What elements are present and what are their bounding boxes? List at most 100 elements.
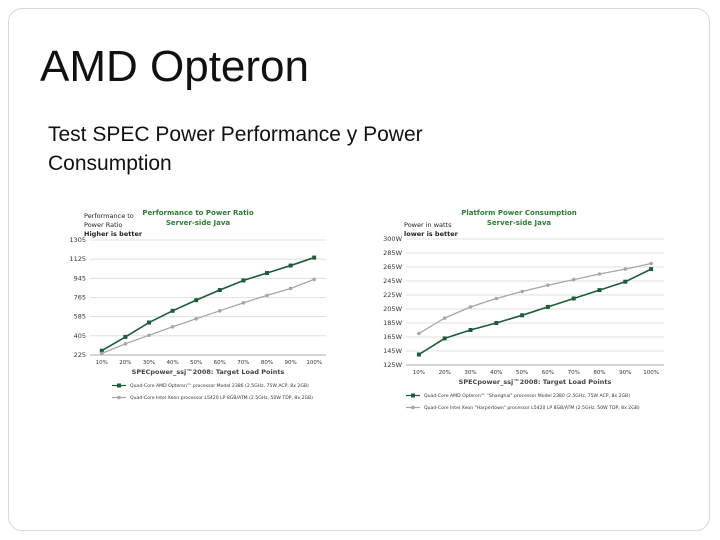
data-point-square [265, 271, 269, 276]
data-point-square [649, 267, 654, 272]
chart-performance-to-power-ratio: Performance to Power Ratio Server-side Ja… [69, 209, 326, 401]
data-point-circle [597, 272, 602, 276]
data-point-circle [100, 351, 104, 356]
y-axis-label-line: Power Ratio [84, 221, 122, 229]
data-point-square [170, 308, 175, 313]
x-tick-label: 60% [542, 370, 554, 376]
data-point-square [241, 278, 246, 283]
data-point-circle [194, 316, 198, 321]
data-point-square [571, 296, 576, 301]
chart-subtitle: Server-side Java [487, 219, 552, 227]
data-point-square [416, 352, 421, 357]
y-tick-label: 765 [74, 294, 86, 302]
x-tick-label: 20% [119, 360, 131, 366]
data-point-square [468, 328, 473, 332]
data-point-square [147, 320, 151, 325]
x-axis-title: SPECpower_ssj™2008: Target Load Points [132, 368, 285, 376]
data-point-circle [571, 277, 576, 282]
data-point-circle [123, 342, 128, 346]
x-tick-label: 30% [143, 360, 155, 366]
y-tick-label: 1125 [69, 255, 86, 263]
data-point-circle [241, 301, 246, 305]
y-axis-label-line: lower is better [404, 230, 459, 238]
y-tick-label: 265W [383, 263, 402, 271]
chart-title: Performance to Power Ratio [142, 209, 253, 217]
legend-label: Quad-Core Intel Xeon "Harpertown" proces… [424, 405, 640, 411]
y-tick-label: 405 [74, 332, 86, 340]
chart-title: Platform Power Consumption [461, 209, 577, 217]
legend-marker-square [117, 383, 121, 388]
series-line [101, 278, 315, 355]
y-tick-label: 225 [74, 351, 86, 359]
slide-subtitle: Test SPEC Power Performance y Power Cons… [48, 123, 423, 175]
y-tick-label: 245W [383, 277, 402, 285]
data-point-square [597, 288, 602, 293]
x-tick-label: 70% [568, 370, 580, 376]
data-point-circle [623, 267, 628, 271]
legend-label: Quad-Core AMD Opteron™ processor Model 2… [130, 383, 309, 389]
x-tick-label: 10% [413, 370, 425, 376]
data-point-square [545, 304, 550, 309]
y-tick-label: 300W [383, 235, 402, 243]
chart-subtitle: Server-side Java [166, 219, 231, 227]
y-tick-label: 225W [383, 291, 402, 299]
y-tick-label: 165W [383, 333, 402, 341]
slide-title: AMD Opteron [40, 42, 309, 91]
x-tick-label: 80% [593, 370, 605, 376]
data-point-circle [442, 316, 447, 320]
data-point-square [312, 255, 317, 260]
x-tick-label: 20% [439, 370, 451, 376]
x-tick-label: 40% [166, 360, 178, 366]
y-axis-label-line: Performance to [84, 212, 134, 220]
x-axis-title: SPECpower_ssj™2008: Target Load Points [459, 378, 612, 386]
data-point-circle [468, 305, 473, 309]
x-tick-label: 70% [237, 360, 249, 366]
data-point-square [520, 313, 525, 318]
legend-label: Quad-Core AMD Opteron™ "Shanghai" proces… [424, 393, 630, 399]
series-line [418, 268, 652, 356]
data-point-square [288, 263, 293, 268]
x-tick-label: 30% [464, 370, 476, 376]
data-point-square [442, 336, 447, 341]
x-tick-label: 10% [96, 360, 108, 366]
y-tick-label: 585 [74, 313, 86, 321]
x-tick-label: 50% [516, 370, 528, 376]
x-tick-label: 80% [261, 360, 273, 366]
y-tick-label: 145W [383, 347, 402, 355]
data-point-circle [170, 324, 175, 329]
x-tick-label: 100% [306, 360, 322, 366]
data-point-circle [265, 293, 269, 298]
data-point-circle [494, 296, 499, 301]
legend-marker-square [411, 393, 415, 398]
y-tick-label: 285W [383, 249, 402, 257]
x-tick-label: 90% [284, 360, 296, 366]
data-point-square [623, 279, 628, 284]
y-tick-label: 205W [383, 305, 402, 313]
data-point-square [123, 334, 128, 339]
y-tick-label: 125W [383, 361, 402, 369]
data-point-circle [288, 286, 293, 291]
x-tick-label: 100% [643, 370, 659, 376]
data-point-square [99, 348, 104, 353]
series-line [418, 262, 652, 335]
data-point-circle [312, 277, 316, 282]
data-point-circle [649, 261, 653, 266]
slide-frame [8, 8, 710, 531]
y-axis-label-line: Higher is better [84, 230, 143, 238]
data-point-circle [520, 289, 524, 294]
legend-label: Quad-Core Intel Xeon processor L5420 LP … [130, 395, 313, 401]
series-line [101, 256, 315, 352]
legend-marker-circle [117, 395, 121, 400]
y-tick-label: 185W [383, 319, 402, 327]
data-point-circle [417, 331, 421, 336]
data-point-circle [218, 309, 222, 313]
x-tick-label: 50% [190, 360, 202, 366]
data-point-square [194, 298, 199, 303]
y-tick-label: 1305 [69, 236, 86, 244]
data-point-square [494, 321, 499, 325]
x-tick-label: 40% [490, 370, 502, 376]
y-tick-label: 945 [74, 274, 86, 282]
legend-marker-circle [411, 405, 415, 410]
data-point-square [217, 288, 222, 293]
x-tick-label: 60% [214, 360, 226, 366]
